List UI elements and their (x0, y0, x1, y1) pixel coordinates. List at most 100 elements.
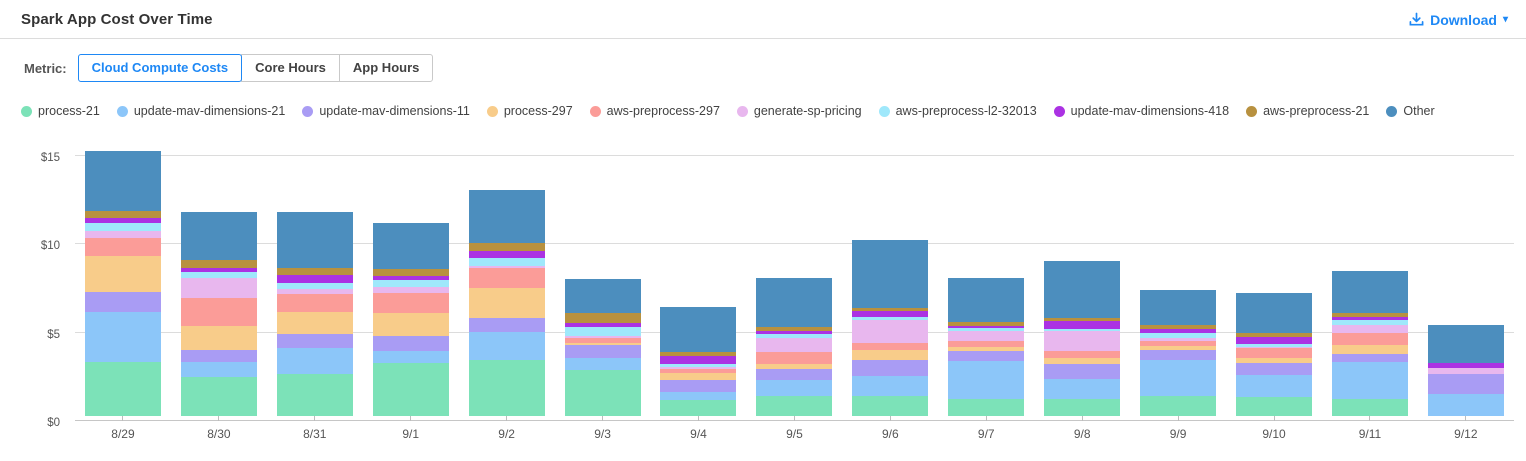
bar-segment-process-21[interactable] (948, 399, 1025, 416)
bar-segment-generate-sp-pricing[interactable] (1044, 330, 1121, 351)
bar-segment-generate-sp-pricing[interactable] (1140, 337, 1217, 342)
metric-tab-app-hours[interactable]: App Hours (338, 54, 434, 82)
bar-segment-process-297[interactable] (1140, 346, 1217, 350)
bar-segment-aws-preprocess-297[interactable] (1044, 350, 1121, 358)
bar-segment-process-297[interactable] (756, 364, 833, 369)
bar-segment-other[interactable] (852, 240, 929, 308)
bar-segment-aws-preprocess-297[interactable] (852, 343, 929, 351)
bar-segment-update-mav-dimensions-11[interactable] (1331, 353, 1408, 363)
bar-segment-aws-preprocess-21[interactable] (948, 322, 1025, 326)
stacked-bar[interactable] (1236, 292, 1313, 416)
bar-segment-process-21[interactable] (756, 396, 833, 416)
bar-segment-process-297[interactable] (1236, 357, 1313, 363)
bar-segment-update-mav-dimensions-418[interactable] (660, 356, 737, 364)
bar-segment-generate-sp-pricing[interactable] (660, 367, 737, 369)
bar-segment-aws-preprocess-21[interactable] (1236, 333, 1313, 337)
stacked-bar[interactable] (756, 278, 833, 416)
metric-tab-cloud-compute-costs[interactable]: Cloud Compute Costs (77, 54, 243, 82)
bar-segment-process-21[interactable] (852, 396, 929, 416)
legend-item-aws-preprocess-l2-32013[interactable]: aws-preprocess-l2-32013 (878, 104, 1037, 118)
bar-segment-update-mav-dimensions-21[interactable] (84, 312, 161, 362)
bar-segment-process-297[interactable] (180, 326, 257, 351)
bar-segment-generate-sp-pricing[interactable] (1331, 324, 1408, 334)
bar-segment-update-mav-dimensions-11[interactable] (372, 336, 449, 352)
bar-segment-other[interactable] (756, 278, 833, 327)
bar-segment-other[interactable] (1044, 260, 1121, 319)
legend-item-update-mav-dimensions-21[interactable]: update-mav-dimensions-21 (116, 104, 285, 118)
bar-segment-process-21[interactable] (84, 361, 161, 416)
bar-segment-generate-sp-pricing[interactable] (1236, 346, 1313, 348)
bar-segment-update-mav-dimensions-418[interactable] (1236, 336, 1313, 344)
bar-segment-process-297[interactable] (948, 347, 1025, 351)
stacked-bar[interactable] (180, 212, 257, 416)
bar-segment-update-mav-dimensions-11[interactable] (1044, 363, 1121, 379)
bar-segment-generate-sp-pricing[interactable] (372, 286, 449, 294)
bar-segment-process-297[interactable] (660, 372, 737, 381)
bar-segment-update-mav-dimensions-11[interactable] (276, 334, 353, 349)
bar-segment-process-21[interactable] (372, 362, 449, 416)
legend-item-process-297[interactable]: process-297 (486, 104, 573, 118)
bar-segment-process-297[interactable] (852, 350, 929, 360)
bar-segment-aws-preprocess-21[interactable] (756, 326, 833, 331)
bar-segment-aws-preprocess-297[interactable] (276, 294, 353, 313)
bar-segment-aws-preprocess-21[interactable] (180, 260, 257, 268)
stacked-bar[interactable] (1140, 289, 1217, 416)
bar-segment-generate-sp-pricing[interactable] (276, 288, 353, 295)
bar-segment-process-21[interactable] (1331, 398, 1408, 416)
bar-segment-aws-preprocess-297[interactable] (180, 297, 257, 327)
bar-segment-process-297[interactable] (1044, 357, 1121, 364)
bar-segment-other[interactable] (1236, 292, 1313, 334)
bar-segment-update-mav-dimensions-418[interactable] (372, 276, 449, 281)
bar-segment-update-mav-dimensions-418[interactable] (756, 330, 833, 335)
stacked-bar[interactable] (660, 306, 737, 416)
bar-segment-update-mav-dimensions-418[interactable] (1331, 316, 1408, 320)
legend-item-aws-preprocess-297[interactable]: aws-preprocess-297 (589, 104, 720, 118)
stacked-bar[interactable] (564, 279, 641, 416)
bar-segment-update-mav-dimensions-21[interactable] (1331, 362, 1408, 399)
bar-segment-process-21[interactable] (180, 377, 257, 416)
bar-segment-aws-preprocess-l2-32013[interactable] (948, 327, 1025, 332)
legend-item-update-mav-dimensions-11[interactable]: update-mav-dimensions-11 (302, 104, 470, 118)
bar-segment-process-21[interactable] (1044, 399, 1121, 416)
bar-segment-aws-preprocess-l2-32013[interactable] (564, 326, 641, 336)
bar-segment-other[interactable] (1140, 289, 1217, 326)
bar-segment-process-21[interactable] (468, 359, 545, 416)
bar-segment-aws-preprocess-297[interactable] (660, 368, 737, 373)
bar-segment-other[interactable] (1427, 325, 1504, 364)
bar-segment-update-mav-dimensions-418[interactable] (84, 218, 161, 223)
bar-segment-aws-preprocess-21[interactable] (1331, 312, 1408, 317)
bar-segment-aws-preprocess-297[interactable] (756, 352, 833, 365)
stacked-bar[interactable] (948, 278, 1025, 416)
bar-segment-process-21[interactable] (1236, 396, 1313, 416)
bar-segment-update-mav-dimensions-418[interactable] (1427, 363, 1504, 368)
bar-segment-process-21[interactable] (564, 370, 641, 416)
bar-segment-generate-sp-pricing[interactable] (756, 337, 833, 353)
bar-segment-update-mav-dimensions-21[interactable] (756, 380, 833, 397)
bar-segment-update-mav-dimensions-21[interactable] (276, 348, 353, 375)
bar-segment-aws-preprocess-l2-32013[interactable] (660, 363, 737, 368)
bar-segment-aws-preprocess-l2-32013[interactable] (1331, 319, 1408, 325)
bar-segment-update-mav-dimensions-418[interactable] (948, 325, 1025, 328)
bar-segment-aws-preprocess-21[interactable] (84, 211, 161, 219)
bar-segment-update-mav-dimensions-418[interactable] (468, 251, 545, 259)
bar-segment-aws-preprocess-297[interactable] (84, 238, 161, 257)
bar-segment-aws-preprocess-297[interactable] (1236, 347, 1313, 358)
bar-segment-update-mav-dimensions-418[interactable] (852, 311, 929, 317)
bar-segment-aws-preprocess-297[interactable] (1140, 341, 1217, 347)
bar-segment-update-mav-dimensions-21[interactable] (372, 351, 449, 363)
bar-segment-aws-preprocess-297[interactable] (1331, 333, 1408, 345)
bar-segment-process-297[interactable] (84, 256, 161, 292)
bar-segment-aws-preprocess-l2-32013[interactable] (1236, 343, 1313, 347)
stacked-bar[interactable] (468, 189, 545, 416)
bar-segment-update-mav-dimensions-21[interactable] (1236, 375, 1313, 397)
bar-segment-aws-preprocess-297[interactable] (564, 338, 641, 344)
bar-segment-generate-sp-pricing[interactable] (852, 320, 929, 344)
bar-segment-process-297[interactable] (276, 312, 353, 335)
bar-segment-aws-preprocess-297[interactable] (468, 267, 545, 288)
download-button[interactable]: Download ▾ (1409, 12, 1508, 28)
bar-segment-update-mav-dimensions-11[interactable] (468, 317, 545, 333)
bar-segment-aws-preprocess-21[interactable] (564, 312, 641, 323)
bar-segment-aws-preprocess-21[interactable] (1140, 325, 1217, 330)
stacked-bar[interactable] (372, 222, 449, 416)
bar-segment-update-mav-dimensions-21[interactable] (1044, 378, 1121, 400)
